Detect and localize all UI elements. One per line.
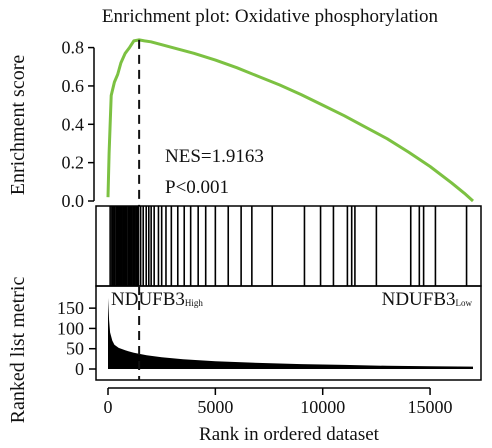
- ranked-frame: [95, 285, 482, 381]
- enrichment-y-tick-label: 0.2: [62, 153, 85, 173]
- enrichment-panel: Enrichment score 0.0 0.2 0.4 0.6 0.8 NES=1.9…: [7, 38, 475, 211]
- x-tick-label: 15000: [408, 397, 453, 417]
- x-tick-label: 10000: [300, 397, 345, 417]
- ranked-y-tick-label: 150: [57, 298, 84, 318]
- ranked-y-tick-label: 0: [75, 359, 84, 379]
- pvalue-annotation: P<0.001: [165, 177, 229, 198]
- x-axis: 0 5000 10000 15000: [104, 387, 453, 417]
- x-tick-label: 0: [104, 397, 113, 417]
- enrichment-y-axis: 0.0 0.2 0.4 0.6 0.8: [62, 38, 95, 211]
- x-axis-label: Rank in ordered dataset: [199, 424, 380, 445]
- x-tick-label: 5000: [197, 397, 233, 417]
- chart-title: Enrichment plot: Oxidative phosphorylati…: [102, 6, 439, 27]
- label-high-sub: High: [185, 298, 204, 308]
- enrichment-ylabel: Enrichment score: [7, 55, 29, 196]
- barcode-hits: [109, 206, 468, 286]
- ranked-ylabel: Ranked list metric: [7, 277, 29, 424]
- nes-annotation: NES=1.9163: [165, 146, 264, 167]
- label-low-gene: NDUFB3: [382, 289, 456, 310]
- label-low: NDUFB3Low: [382, 289, 473, 310]
- label-high-gene: NDUFB3: [111, 289, 185, 310]
- label-low-sub: Low: [456, 298, 473, 308]
- ranked-metric-area: [108, 298, 473, 369]
- label-high: NDUFB3High: [111, 289, 203, 310]
- ranked-y-tick-label: 50: [66, 339, 84, 359]
- barcode-panel: [95, 205, 482, 287]
- enrichment-score-line: [106, 38, 475, 203]
- enrichment-y-tick-label: 0.4: [62, 114, 85, 134]
- enrichment-y-tick-label: 0.8: [62, 38, 85, 58]
- enrichment-y-tick-label: 0.0: [62, 191, 85, 211]
- enrichment-y-tick-label: 0.6: [62, 76, 85, 96]
- ranked-y-tick-label: 100: [57, 318, 84, 338]
